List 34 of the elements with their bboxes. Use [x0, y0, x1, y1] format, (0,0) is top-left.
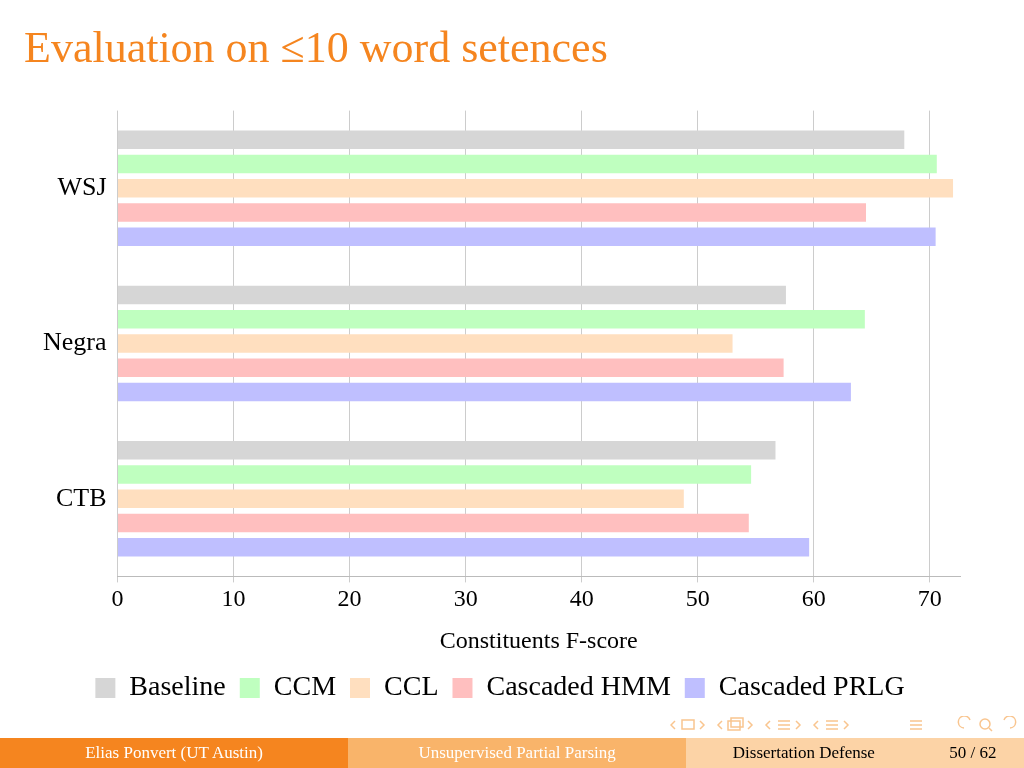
bar — [118, 382, 851, 402]
legend-label: Cascaded PRLG — [718, 670, 905, 702]
y-tick-label: Negra — [43, 327, 107, 357]
text: 50 / 62 — [921, 738, 1024, 768]
bar — [118, 513, 749, 533]
bar — [118, 489, 684, 508]
y-tick-label: WSJ — [57, 172, 107, 202]
x-tick-label: 20 — [337, 585, 362, 612]
x-tick-label: 30 — [453, 585, 478, 612]
bar — [118, 465, 752, 484]
x-axis-title: Constituents F-score — [439, 626, 638, 653]
legend-label: Cascaded HMM — [486, 670, 671, 702]
y-tick-label: CTB — [55, 482, 107, 512]
legend-label: CCL — [384, 670, 439, 702]
bar — [118, 538, 810, 557]
bar — [118, 179, 954, 198]
legend-label: Baseline — [129, 670, 226, 702]
bar — [118, 334, 733, 353]
bar — [118, 154, 937, 174]
x-tick-label: 0 — [111, 585, 124, 612]
chart-title: Evaluation on ≤10 word setences — [24, 22, 608, 73]
text: Dissertation Defense — [686, 738, 922, 768]
bar — [118, 203, 866, 222]
x-tick-label: 40 — [569, 585, 594, 612]
x-tick-label: 70 — [917, 585, 942, 612]
bar — [118, 227, 936, 246]
text: Elias Ponvert (UT Austin) — [0, 738, 349, 768]
x-tick-label: 10 — [221, 585, 246, 612]
x-tick-label: 50 — [685, 585, 710, 612]
text: Unsupervised Partial Parsing — [348, 738, 687, 768]
x-tick-label: 60 — [801, 585, 826, 612]
bar — [118, 310, 865, 329]
bar — [118, 358, 784, 377]
legend-label: CCM — [273, 670, 337, 702]
